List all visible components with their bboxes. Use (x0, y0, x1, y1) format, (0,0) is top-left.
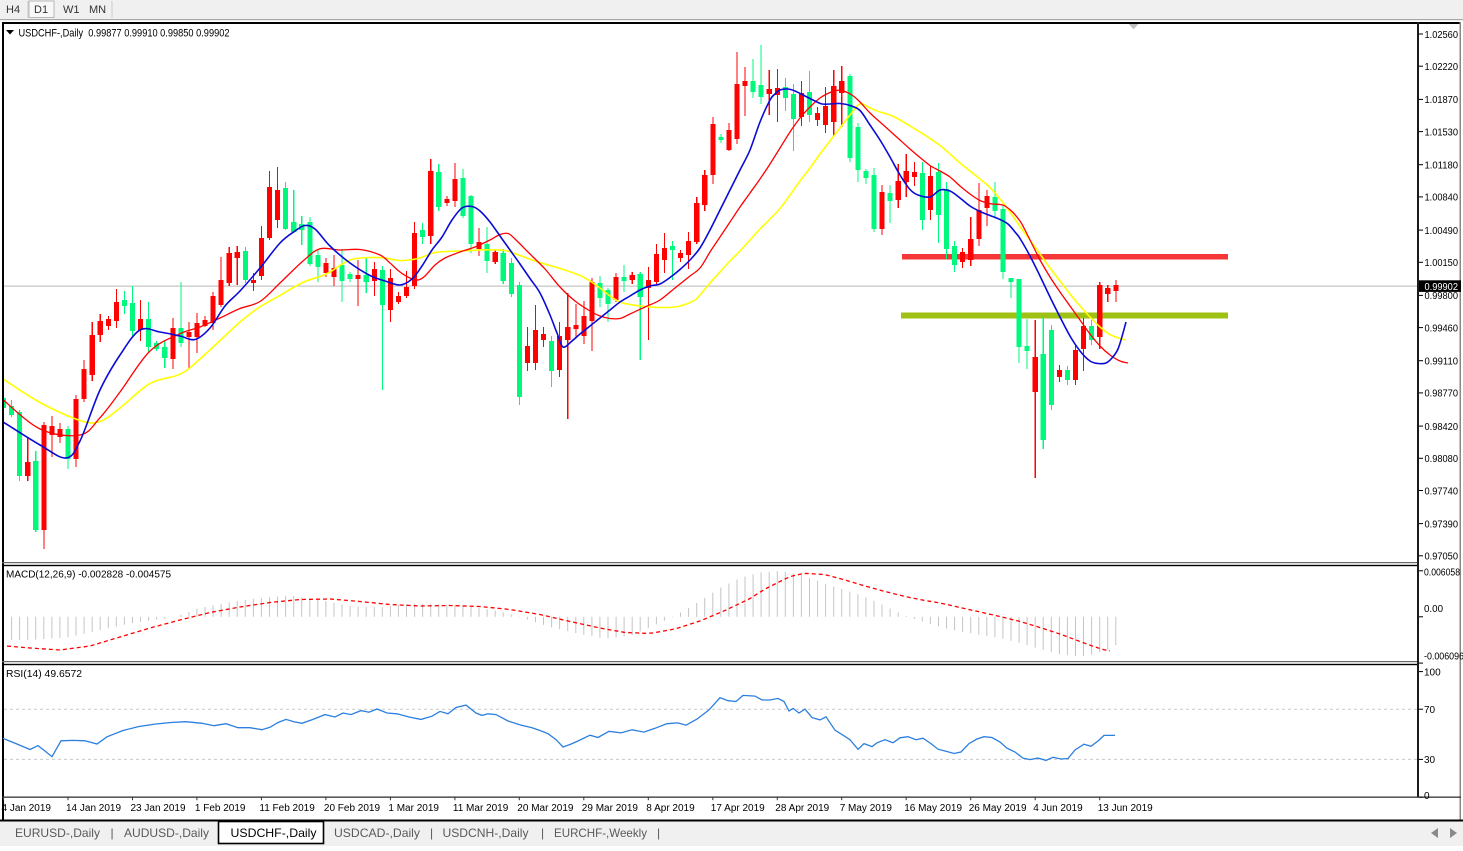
svg-text:AUDUSD-,Daily: AUDUSD-,Daily (124, 826, 209, 840)
svg-text:0.98770: 0.98770 (1425, 389, 1459, 400)
svg-text:1.00150: 1.00150 (1425, 258, 1459, 269)
svg-text:11 Mar 2019: 11 Mar 2019 (453, 803, 509, 814)
svg-text:1.01180: 1.01180 (1425, 161, 1459, 172)
svg-text:0.97050: 0.97050 (1425, 552, 1459, 563)
svg-text:RSI(14) 49.6572: RSI(14) 49.6572 (6, 668, 82, 680)
svg-text:D1: D1 (34, 4, 48, 16)
svg-text:USDCNH-,Daily: USDCNH-,Daily (443, 826, 529, 840)
svg-text:0: 0 (1424, 791, 1430, 802)
svg-text:29 Mar 2019: 29 Mar 2019 (582, 803, 639, 814)
svg-text:EURCHF-,Weekly: EURCHF-,Weekly (554, 826, 647, 840)
svg-text:0.99460: 0.99460 (1425, 323, 1459, 334)
svg-text:17 Apr 2019: 17 Apr 2019 (711, 803, 765, 814)
svg-text:4 Jan 2019: 4 Jan 2019 (2, 803, 52, 814)
svg-text:26 May 2019: 26 May 2019 (969, 803, 1027, 814)
svg-text:70: 70 (1424, 705, 1436, 716)
svg-text:|: | (541, 826, 544, 840)
svg-text:H4: H4 (6, 4, 20, 16)
svg-text:MACD(12,26,9) -0.002828 -0.004: MACD(12,26,9) -0.002828 -0.004575 (6, 569, 171, 581)
svg-text:0.98080: 0.98080 (1425, 454, 1459, 465)
svg-text:11 Feb 2019: 11 Feb 2019 (259, 803, 315, 814)
svg-text:0.99902: 0.99902 (1425, 282, 1459, 293)
svg-text:1.02560: 1.02560 (1425, 30, 1459, 41)
svg-text:|: | (657, 826, 660, 840)
svg-text:1.01870: 1.01870 (1425, 95, 1459, 106)
svg-text:7 May 2019: 7 May 2019 (840, 803, 893, 814)
svg-text:1 Mar 2019: 1 Mar 2019 (388, 803, 439, 814)
svg-text:100: 100 (1424, 667, 1441, 678)
svg-text:20 Mar 2019: 20 Mar 2019 (517, 803, 574, 814)
svg-text:0.97740: 0.97740 (1425, 486, 1459, 497)
svg-text:MN: MN (89, 4, 106, 16)
svg-text:USDCHF-,Daily 0.99877 0.99910: USDCHF-,Daily 0.99877 0.99910 0.99850 0.… (19, 28, 230, 40)
svg-text:USDCAD-,Daily: USDCAD-,Daily (334, 826, 420, 840)
svg-text:1.00490: 1.00490 (1425, 226, 1459, 237)
svg-text:|: | (111, 826, 114, 840)
svg-text:28 Apr 2019: 28 Apr 2019 (775, 803, 829, 814)
svg-text:W1: W1 (63, 4, 80, 16)
svg-text:16 May 2019: 16 May 2019 (904, 803, 962, 814)
svg-text:1.02220: 1.02220 (1425, 62, 1459, 73)
svg-text:1 Feb 2019: 1 Feb 2019 (195, 803, 246, 814)
svg-text:20 Feb 2019: 20 Feb 2019 (324, 803, 381, 814)
svg-text:1.00840: 1.00840 (1425, 193, 1459, 204)
svg-text:0.98420: 0.98420 (1425, 422, 1459, 433)
svg-text:0.99110: 0.99110 (1425, 357, 1459, 368)
svg-text:8 Apr 2019: 8 Apr 2019 (646, 803, 695, 814)
svg-text:USDCHF-,Daily: USDCHF-,Daily (231, 826, 317, 840)
svg-text:-0.006096: -0.006096 (1424, 651, 1463, 662)
svg-text:EURUSD-,Daily: EURUSD-,Daily (15, 826, 100, 840)
svg-text:|: | (430, 826, 433, 840)
svg-text:23 Jan 2019: 23 Jan 2019 (131, 803, 186, 814)
svg-text:4 Jun 2019: 4 Jun 2019 (1033, 803, 1083, 814)
svg-text:1.01530: 1.01530 (1425, 127, 1459, 138)
svg-text:0.006058: 0.006058 (1424, 567, 1460, 578)
svg-text:13 Jun 2019: 13 Jun 2019 (1098, 803, 1153, 814)
svg-text:30: 30 (1424, 755, 1436, 766)
svg-text:0.97390: 0.97390 (1425, 519, 1459, 530)
svg-text:0.99800: 0.99800 (1425, 291, 1459, 302)
svg-text:0.00: 0.00 (1424, 604, 1443, 615)
svg-text:14 Jan 2019: 14 Jan 2019 (66, 803, 121, 814)
